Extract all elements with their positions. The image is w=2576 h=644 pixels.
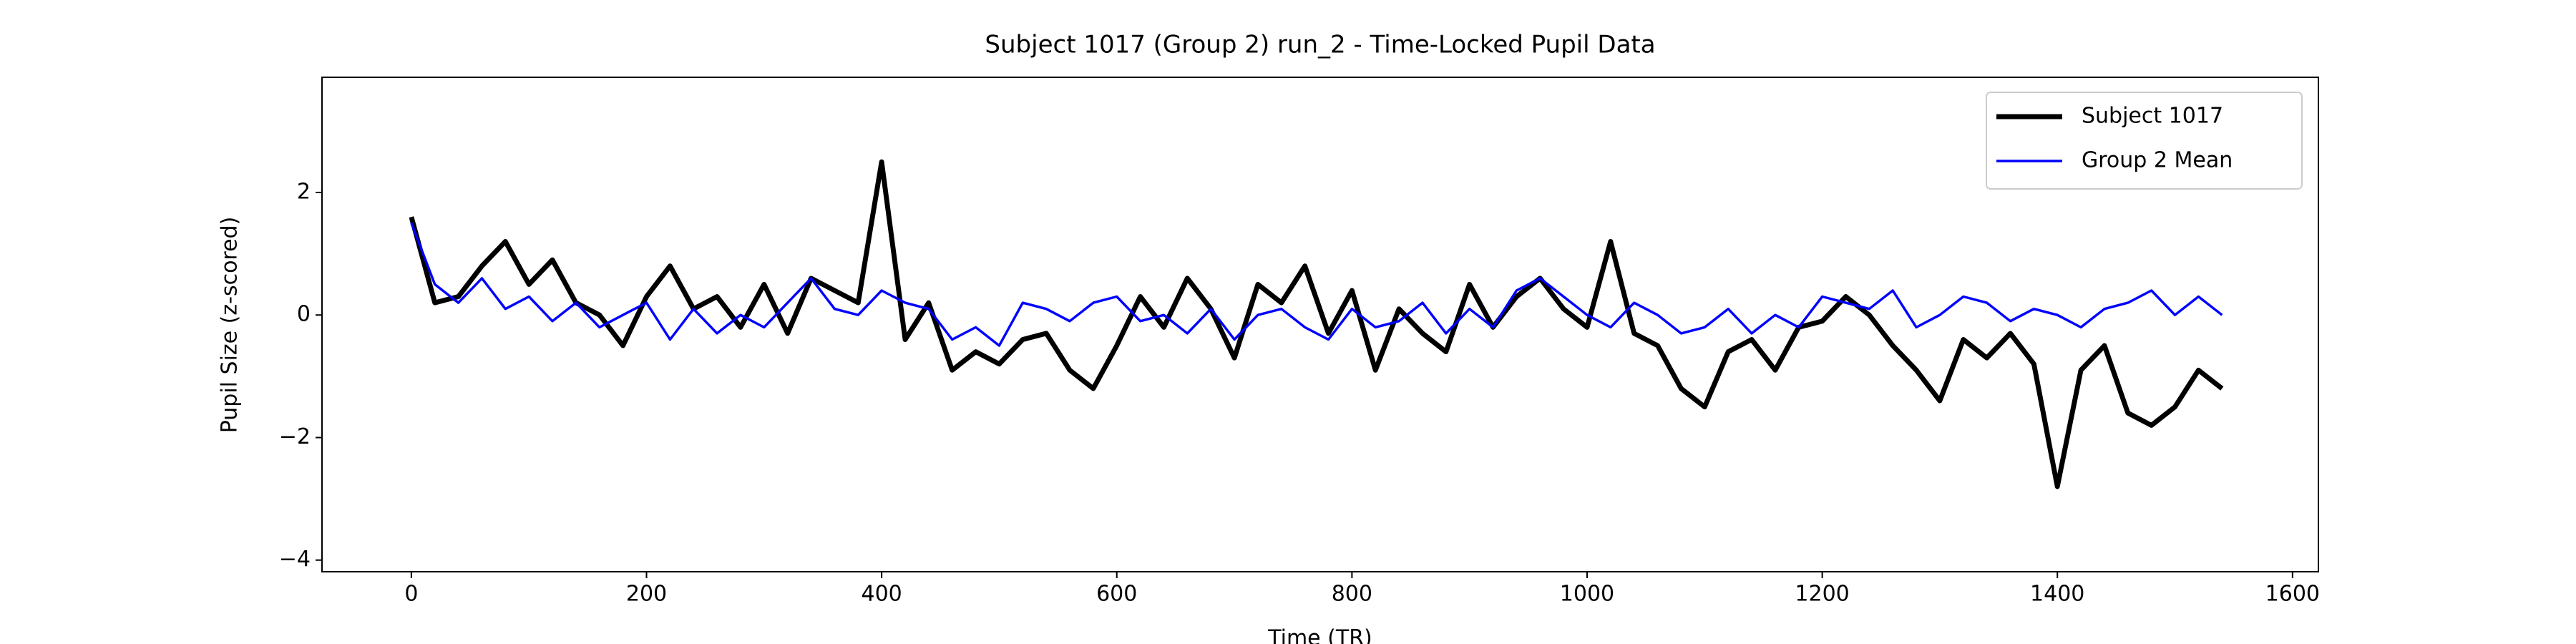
y-tick-label: 0 xyxy=(297,302,311,327)
data-line xyxy=(409,159,2224,489)
x-tick-label: 1600 xyxy=(2265,582,2320,607)
x-tick-label: 600 xyxy=(1096,582,1137,607)
x-tick-label: 1200 xyxy=(1795,582,1849,607)
x-tick-label: 1400 xyxy=(2030,582,2084,607)
x-tick-label: 400 xyxy=(861,582,902,607)
x-tick-label: 200 xyxy=(626,582,667,607)
chart-title: Subject 1017 (Group 2) run_2 - Time-Lock… xyxy=(985,31,1655,59)
legend-label: Group 2 Mean xyxy=(2082,148,2233,173)
y-tick-label: 2 xyxy=(297,179,311,204)
legend-label: Subject 1017 xyxy=(2082,104,2223,129)
legend-box xyxy=(1986,92,2303,190)
y-tick-label: −4 xyxy=(279,547,311,572)
data-line xyxy=(410,223,2223,347)
x-tick-label: 1000 xyxy=(1560,582,1614,607)
x-axis-label: Time (TR) xyxy=(1267,626,1372,644)
x-tick-label: 800 xyxy=(1332,582,1372,607)
y-tick-label: −2 xyxy=(279,424,311,449)
y-axis-label: Pupil Size (z-scored) xyxy=(218,217,243,434)
plot-frame xyxy=(321,77,2319,572)
x-tick-label: 0 xyxy=(404,582,418,607)
